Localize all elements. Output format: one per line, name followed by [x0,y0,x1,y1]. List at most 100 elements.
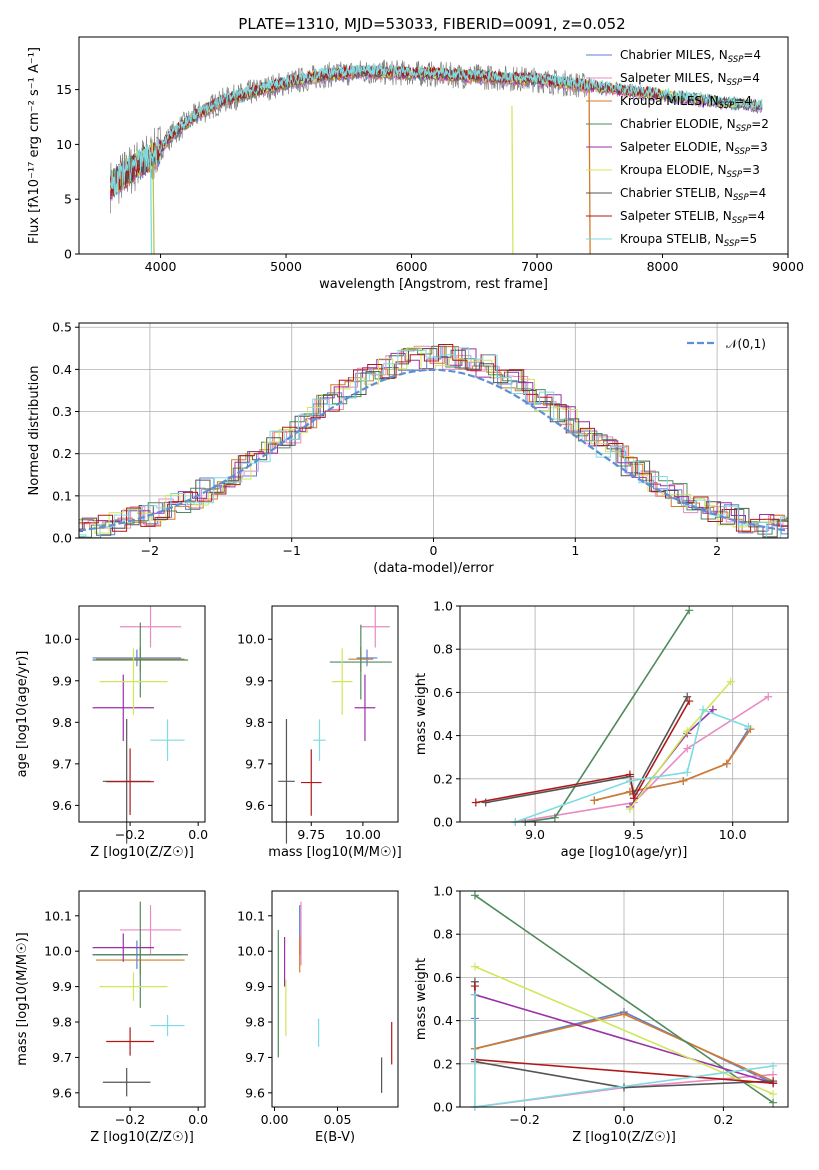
x-tick-label: 0.0 [614,1112,634,1127]
x-tick-label: 0.0 [188,1112,208,1127]
x-tick-label: 0.00 [261,1112,289,1127]
y-tick-label: 0.4 [433,728,453,743]
errorbar-kroupa-elodie [99,648,168,715]
legend-subscript: SSP [734,147,750,157]
legend-text: Chabrier ELODIE, N [620,117,736,131]
x-axis-label: E(B-V) [315,1130,355,1145]
age-vs-z-panel: −0.2 0.0 9.6 9.7 9.8 9.9 10.0 Z [log10(Z/Z☉)] ag… [15,605,208,860]
histogram-kroupa-miles [79,346,788,533]
histogram-chabrier-elodie [79,345,788,538]
axes-frame [459,605,789,823]
y-tick-label: 0.6 [433,970,453,985]
y-tick-label: 9.9 [245,979,265,994]
legend-label-kroupa-elodie: Kroupa ELODIE, NSSP=3 [620,163,760,180]
y-tick-label: 0 [64,247,72,262]
y-tick-label: 9.8 [245,1015,265,1030]
x-tick-label: −2 [141,543,159,558]
series-point-chabrier-stelib [683,692,692,701]
x-axis-label: (data-model)/error [373,561,494,576]
x-axis-label: mass [log10(M/M☉)] [268,845,401,860]
y-tick-label: 0.0 [433,1100,453,1115]
y-axis-label: mass weight [414,958,429,1040]
series-point-salpeter-miles [683,744,692,753]
x-tick-label: 9.0 [525,827,545,842]
series-point-kroupa-miles [722,759,731,768]
x-tick-label: 0.0 [188,827,208,842]
y-tick-label: 1.0 [433,599,453,614]
series-line-kroupa-elodie [629,681,732,810]
plot-area [92,606,188,844]
axes-frame [271,605,399,823]
legend-subscript: SSP [732,216,748,226]
series-point-kroupa-elodie [625,805,634,814]
y-tick-label: 9.8 [245,715,265,730]
x-axis-label: Z [log10(Z/Z☉)] [572,1130,676,1145]
legend-label-gaussian: 𝒩(0,1) [726,337,766,351]
y-tick-label: 9.8 [52,1015,72,1030]
y-tick-label: 9.6 [52,798,72,813]
axes-frame [78,36,789,255]
errorbar-chabrier-elodie [92,901,188,1008]
x-tick-label: 6000 [396,259,428,274]
series-point-kroupa-stelib [625,776,634,785]
errorbar-salpeter-stelib [106,748,154,815]
x-tick-label: 0 [430,543,438,558]
series-point-kroupa-elodie [726,677,735,686]
y-axis-label: mass weight [414,673,429,755]
legend-label-salpeter-elodie: Salpeter ELODIE, NSSP=3 [620,140,768,157]
axes-frame [78,605,206,823]
series-point-kroupa-stelib [470,990,479,999]
y-tick-label: 15 [56,82,72,97]
errorbar-salpeter-elodie [92,674,154,741]
y-tick-label: 10.1 [44,908,72,923]
spectrum-spike [588,89,591,254]
age-vs-mass-panel: 9.75 10.00 9.6 9.7 9.8 9.9 10.0 mass [log10(M/M… [237,605,402,860]
axes-frame [271,890,399,1108]
histogram-kroupa-stelib [79,347,788,538]
legend-text: =3 [750,140,768,154]
plot-area [277,901,393,1093]
errorbar-chabrier-miles [356,649,378,667]
y-tick-label: 9.7 [52,1050,72,1065]
x-tick-label: −1 [282,543,300,558]
errorbar-salpeter-miles [119,905,182,955]
spectrum-lines [109,59,763,254]
x-tick-label: 9.75 [297,827,325,842]
legend-text: Salpeter MILES, N [620,71,727,85]
y-tick-label: 9.9 [52,673,72,688]
histograms [79,344,788,538]
legend-label-kroupa-stelib: Kroupa STELIB, NSSP=5 [620,232,757,249]
x-axis-label: age [log10(age/yr)] [561,845,688,860]
residual-panel: 𝒩(0,1) −2 −1 0 1 2 0.0 0.1 0.2 0.3 0.4 0.5 (data-mod… [27,320,789,576]
series-point-kroupa-elodie [769,1090,778,1099]
legend-text: =4 [734,94,752,108]
errorbar-kroupa-elodie [331,648,353,715]
errorbar-chabrier-elodie [329,624,392,700]
legend-subscript: SSP [727,78,743,88]
histogram-salpeter-stelib [79,344,788,532]
series-point-salpeter-stelib [629,794,638,803]
series-point-kroupa-elodie [683,727,692,736]
errorbar-salpeter-elodie [92,933,154,962]
x-tick-label: 0.05 [324,1112,352,1127]
spectrum-spike [511,106,514,254]
y-tick-label: 9.8 [52,715,72,730]
x-tick-label: 5000 [270,259,302,274]
series-point-kroupa-stelib [769,1061,778,1070]
mass-vs-ebv-panel: 0.00 0.05 9.6 9.7 9.8 9.9 10.0 10.1 E(B-V) [237,890,399,1145]
mass-weight-vs-z-panel: −0.2 0.0 0.2 0.0 0.2 0.4 0.6 0.8 1.0 Z [log10(Z/Z… [414,884,789,1145]
plot-area [470,891,778,1111]
y-tick-label: 0.8 [433,927,453,942]
y-tick-label: 5 [64,192,72,207]
series-line-salpeter-elodie [474,993,774,1084]
x-tick-label: 7000 [521,259,553,274]
y-axis-label: age [log10(age/yr)] [15,651,30,778]
y-tick-label: 0.4 [433,1013,453,1028]
y-tick-label: 10 [56,137,72,152]
legend-label-chabrier-miles: Chabrier MILES, NSSP=4 [620,48,761,65]
legend-label-kroupa-miles: Kroupa MILES, NSSP=4 [620,94,752,111]
errorbar-salpeter-miles [119,606,182,648]
errorbar-chabrier-elodie [92,622,188,698]
x-tick-label: 9000 [772,259,804,274]
